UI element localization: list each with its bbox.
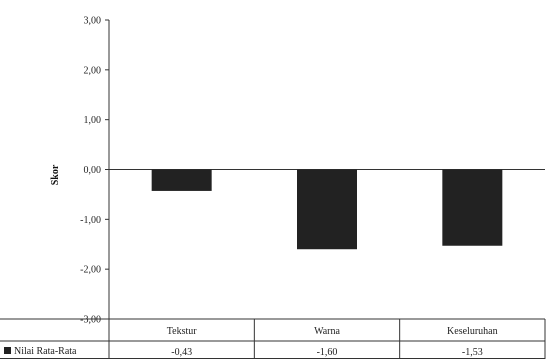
data-label: -1,53 — [462, 347, 483, 358]
bar — [297, 169, 357, 250]
data-label: -1,60 — [317, 347, 338, 358]
y-tick-label: -3,00 — [80, 315, 101, 326]
x-category-label: Keseluruhan — [447, 326, 498, 337]
bar — [151, 169, 212, 191]
data-label: -0,43 — [171, 347, 192, 358]
y-tick-label: -2,00 — [80, 265, 101, 276]
y-tick-label: -1,00 — [80, 215, 101, 226]
bar — [442, 169, 503, 246]
y-tick-label: 3,00 — [84, 16, 102, 27]
bars — [151, 169, 503, 250]
x-category-label: Tekstur — [167, 326, 198, 337]
y-axis-label: Skor — [50, 164, 61, 185]
y-tick-label: 0,00 — [84, 165, 102, 176]
y-tick-label: 2,00 — [84, 65, 102, 76]
x-category-label: Warna — [314, 326, 340, 337]
legend-label: Nilai Rata-Rata — [14, 346, 77, 357]
y-tick-label: 1,00 — [84, 115, 102, 126]
y-tick-labels: 3,00 2,00 1,00 0,00 -1,00 -2,00 -3,00 — [80, 16, 101, 326]
legend-swatch — [4, 347, 11, 354]
